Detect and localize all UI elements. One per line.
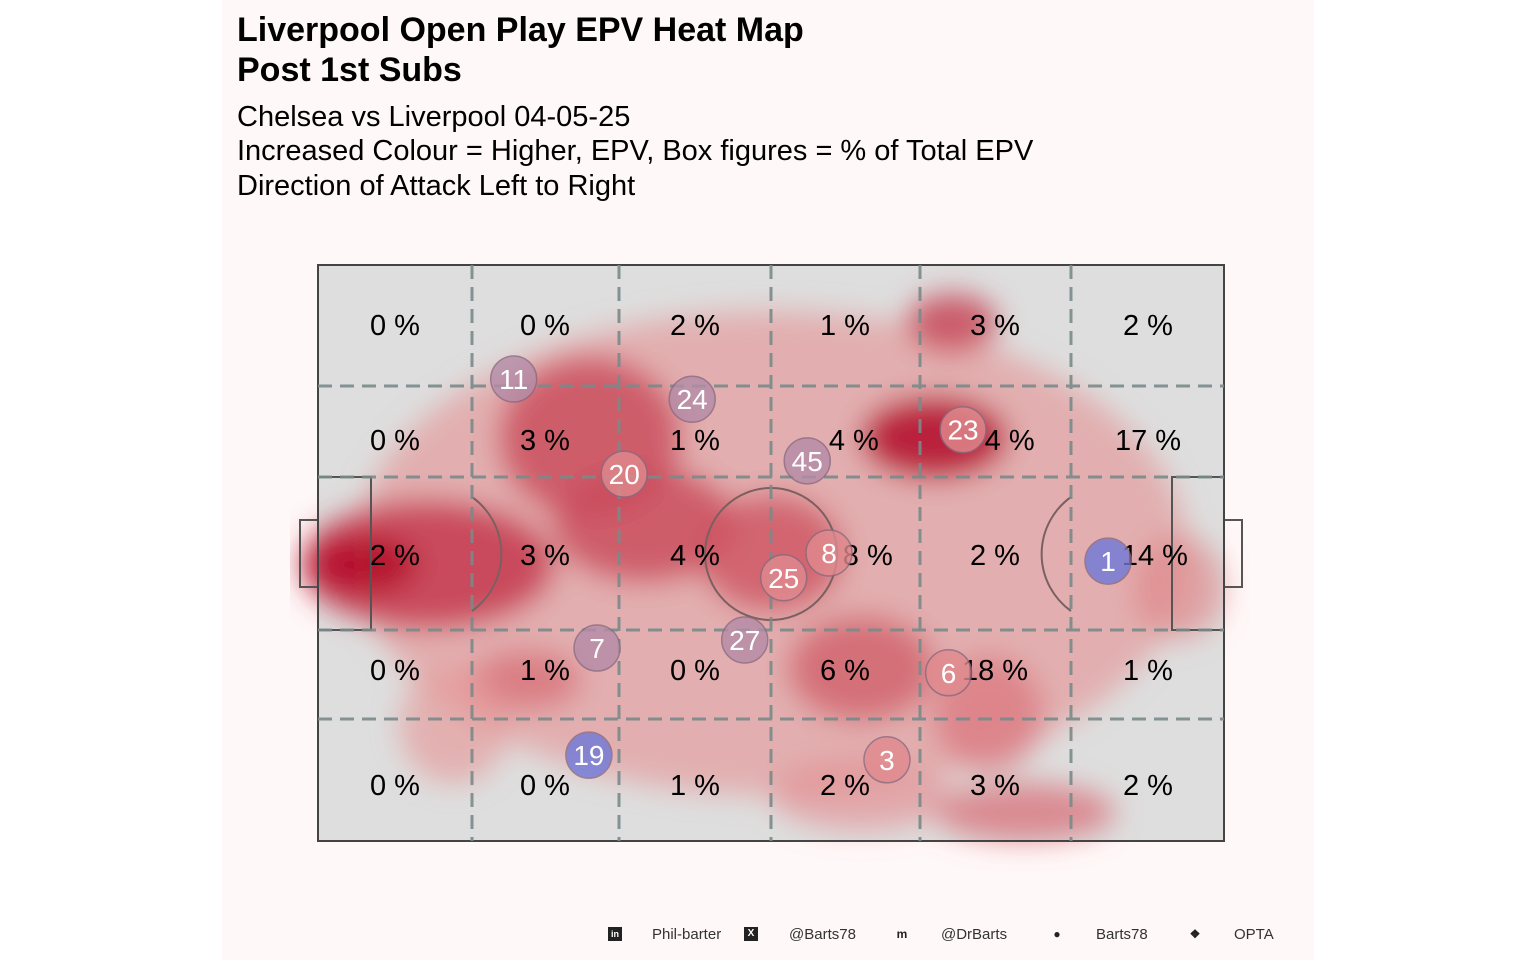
zone-label: 1 % xyxy=(1123,655,1173,687)
zone-label: 0 % xyxy=(670,655,720,687)
linkedin-icon: in xyxy=(608,927,622,941)
player-marker-45: 45 xyxy=(783,437,831,485)
heat-blob-14 xyxy=(399,668,509,784)
chart-title-line1: Liverpool Open Play EPV Heat Map xyxy=(237,11,804,49)
player-number: 8 xyxy=(821,538,837,569)
right-goal xyxy=(1223,519,1243,588)
footer-linkedin: Phil-barter xyxy=(652,926,722,943)
heat-blob-4 xyxy=(553,466,735,582)
right-arc xyxy=(1040,496,1072,612)
subtitle-legend: Increased Colour = Higher, EPV, Box figu… xyxy=(237,135,1034,167)
zone-label: 2 % xyxy=(820,770,870,802)
player-circle xyxy=(600,450,648,498)
player-marker-1: 1 xyxy=(1084,537,1132,585)
player-marker-11: 11 xyxy=(489,355,538,403)
x-icon: X xyxy=(744,927,758,941)
zone-label: 0 % xyxy=(370,425,420,457)
zone-label: 1 % xyxy=(820,310,870,342)
player-marker-19: 19 xyxy=(565,731,613,779)
zone-label: 4 % xyxy=(670,540,720,572)
player-circle xyxy=(573,624,621,672)
github-icon: ● xyxy=(1053,927,1061,941)
player-marker-6: 6 xyxy=(924,649,973,697)
footer-source: OPTA xyxy=(1234,926,1274,943)
zone-grid xyxy=(318,265,1224,841)
heat-blob-2 xyxy=(308,535,418,594)
footer-mastodon: @DrBarts xyxy=(941,926,1008,943)
left-arc xyxy=(471,496,503,612)
player-circle xyxy=(924,649,973,697)
zone-label: 0 % xyxy=(520,770,570,802)
player-marker-25: 25 xyxy=(759,554,808,602)
zone-label: 14 % xyxy=(1122,540,1188,572)
heat-blob-1 xyxy=(299,501,554,628)
zone-label: 1 % xyxy=(670,425,720,457)
player-marker-3: 3 xyxy=(863,736,911,784)
zone-labels: 0 % 0 % 2 % 1 % 3 % 2 % 0 % 3 % 1 % 4 % 4 % 17 % 2 %… xyxy=(370,310,1188,802)
subtitle-match: Chelsea vs Liverpool 04-05-25 xyxy=(237,101,631,133)
zone-label: 3 % xyxy=(520,425,570,457)
player-markers: 11 24 20 45 23 25 8 1 7 27 6 19 3 xyxy=(489,355,1132,784)
player-circle xyxy=(783,437,831,485)
player-number: 24 xyxy=(677,384,708,415)
player-number: 45 xyxy=(792,446,823,477)
heat-blob-10 xyxy=(934,783,1116,841)
zone-label: 1 % xyxy=(520,655,570,687)
player-marker-8: 8 xyxy=(805,529,853,577)
zone-label: 3 % xyxy=(970,770,1020,802)
zone-label: 17 % xyxy=(1115,425,1181,457)
player-circle xyxy=(565,731,613,779)
chart-title-line2: Post 1st Subs xyxy=(237,51,462,89)
player-circle xyxy=(759,554,808,602)
footer-x: @Barts78 xyxy=(789,926,856,943)
player-circle xyxy=(489,355,538,403)
player-number: 7 xyxy=(589,633,605,664)
player-number: 19 xyxy=(573,740,604,771)
player-number: 25 xyxy=(768,563,799,594)
zone-label: 1 % xyxy=(670,770,720,802)
zone-label: 4 % xyxy=(985,425,1035,457)
zone-label: 0 % xyxy=(370,770,420,802)
player-marker-24: 24 xyxy=(668,375,716,423)
player-circle xyxy=(863,736,911,784)
footer-github: Barts78 xyxy=(1096,926,1148,943)
mastodon-icon: m xyxy=(896,927,908,941)
player-number: 27 xyxy=(729,625,760,656)
player-number: 6 xyxy=(941,658,957,689)
player-number: 11 xyxy=(499,364,528,395)
player-marker-7: 7 xyxy=(573,624,621,672)
player-circle xyxy=(939,405,987,454)
heat-blob-8 xyxy=(789,616,935,721)
zone-label: 2 % xyxy=(370,540,420,572)
zone-label: 6 % xyxy=(820,655,870,687)
player-circle xyxy=(668,375,716,423)
player-circle xyxy=(805,529,853,577)
player-marker-23: 23 xyxy=(939,405,987,454)
zone-label: 0 % xyxy=(370,655,420,687)
heat-blob-7 xyxy=(906,293,998,352)
player-number: 1 xyxy=(1100,546,1116,577)
player-circle xyxy=(1084,537,1132,585)
zone-label: 2 % xyxy=(970,540,1020,572)
heat-blob-12 xyxy=(1133,535,1224,640)
player-marker-27: 27 xyxy=(720,616,769,664)
zone-label: 2 % xyxy=(1123,770,1173,802)
player-marker-20: 20 xyxy=(600,450,648,498)
zone-label: 4 % xyxy=(829,425,879,457)
zone-label: 3 % xyxy=(970,310,1020,342)
dropbox-icon: ❖ xyxy=(1189,927,1201,941)
player-circle xyxy=(720,616,769,664)
player-number: 20 xyxy=(609,459,640,490)
zone-label: 0 % xyxy=(370,310,420,342)
zone-label: 3 % xyxy=(520,540,570,572)
zone-label: 0 % xyxy=(520,310,570,342)
heat-blob-13 xyxy=(771,760,953,830)
player-number: 3 xyxy=(879,745,895,776)
zone-label: 18 % xyxy=(962,655,1028,687)
zone-label: 2 % xyxy=(670,310,720,342)
subtitle-direction: Direction of Attack Left to Right xyxy=(237,170,636,202)
player-number: 23 xyxy=(947,415,978,446)
zone-label: 2 % xyxy=(1123,310,1173,342)
